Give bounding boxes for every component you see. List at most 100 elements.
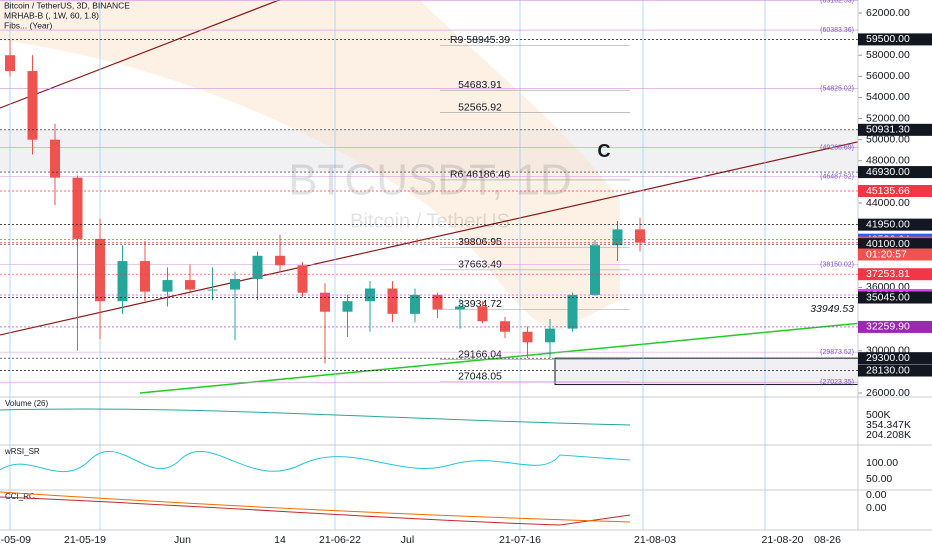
fib-label: R6 46186.46 — [450, 169, 510, 181]
side-label: (54825.02) — [820, 86, 854, 93]
price-box — [858, 123, 932, 136]
x-tick-label: 14 — [274, 534, 286, 546]
side-label: (38150.02) — [820, 262, 854, 269]
price-box — [858, 218, 932, 231]
x-tick-label: 08-26 — [814, 534, 841, 546]
indicator — [0, 408, 631, 426]
x-tick-label: 21-08-20 — [761, 534, 803, 546]
price-box — [858, 238, 932, 251]
candle-body — [342, 301, 353, 312]
candle-body — [185, 280, 195, 290]
panel-label: 0.00 — [866, 489, 887, 501]
x-tick-label: Jul — [401, 534, 414, 546]
header: MRHAB-B (, 1W, 60, 1.8) — [4, 10, 99, 20]
price-label: 41950.00 — [866, 218, 910, 230]
candle-body — [590, 245, 600, 295]
side-label: (63162.53) — [820, 0, 854, 5]
candle-body — [27, 71, 38, 140]
y-tick-label: 52000.00 — [866, 112, 910, 124]
candle-body — [275, 255, 285, 266]
y-tick-label: 44000.00 — [866, 197, 910, 209]
cloud — [0, 0, 620, 330]
price-box — [858, 185, 932, 198]
panel-label: 50.00 — [866, 473, 892, 485]
y-tick-label: 58000.00 — [866, 49, 910, 61]
y-tick-label: 56000.00 — [866, 70, 910, 82]
panel-label: 354.347K — [866, 419, 911, 431]
side-label: (49266.69) — [820, 144, 854, 151]
side-label: (60383.36) — [820, 27, 854, 34]
fib-label: 33934.72 — [458, 298, 502, 310]
candle-body — [297, 265, 308, 293]
side-label: (46487.52) — [820, 174, 854, 181]
wave-label: C — [598, 141, 611, 161]
panel-title: wRSI_SR — [4, 447, 40, 456]
box — [554, 357, 859, 386]
price-label: 59500.00 — [866, 33, 910, 45]
candle-body — [117, 261, 128, 302]
panel-title: Volume (26) — [5, 399, 48, 408]
trend-line — [0, 141, 859, 336]
fib-label: 29166.04 — [458, 348, 502, 360]
candle-body — [95, 238, 105, 302]
candle-body — [162, 280, 173, 292]
price-box — [858, 291, 932, 304]
candle-body — [387, 288, 398, 314]
candle-body — [50, 139, 60, 178]
x-tick-label: 21-05-09 — [0, 534, 31, 546]
candle-body — [477, 306, 488, 322]
header: Fibs... (Year) — [4, 20, 53, 30]
fib-label: 52565.92 — [458, 101, 502, 113]
y-tick-label: 26000.00 — [866, 387, 910, 399]
price-label: 50931.30 — [866, 124, 910, 136]
fib-label: 39806.95 — [458, 236, 502, 248]
price-label: 45135.66 — [866, 185, 910, 197]
candle-body — [432, 294, 443, 310]
side-label: (27023.35) — [820, 379, 854, 386]
candle-body — [612, 229, 623, 246]
candle-body — [545, 328, 555, 343]
trend-line — [139, 322, 859, 394]
fib-label: 54683.91 — [458, 79, 502, 91]
countdown: 01:20:57 — [866, 248, 907, 260]
indicator — [0, 496, 631, 526]
price-box — [858, 248, 932, 261]
fib-label: 27048.05 — [458, 371, 502, 383]
candle-body — [72, 177, 83, 239]
panel-label: 100.00 — [866, 457, 898, 469]
x-tick-label: Jun — [174, 534, 191, 546]
y-tick-label: 62000.00 — [866, 7, 910, 19]
fib-label: R9 58945.39 — [450, 34, 510, 46]
price-label: 28130.00 — [866, 364, 910, 376]
y-tick-label: 54000.00 — [866, 91, 910, 103]
indicator — [0, 491, 631, 523]
y-tick-label: 48000.00 — [866, 155, 910, 167]
candle-body — [410, 294, 420, 314]
candle-body — [567, 294, 578, 329]
price-label: 37253.81 — [866, 268, 910, 280]
candle-body — [320, 292, 330, 312]
note-label: 33949.53 — [810, 303, 854, 315]
x-tick-label: 21-05-19 — [64, 534, 106, 546]
price-box — [858, 166, 932, 179]
panel-title: CCI_RC — [5, 492, 35, 501]
candle-body — [140, 261, 150, 292]
candle-body — [5, 55, 15, 72]
candle-body — [207, 289, 218, 291]
x-tick-label: 21-08-03 — [634, 534, 676, 546]
panel-label: 204.208K — [866, 429, 911, 441]
panel-label: 0.00 — [866, 502, 887, 514]
candle-body — [522, 331, 533, 343]
price-box — [858, 320, 932, 333]
indicator — [0, 450, 631, 472]
x-tick-label: 21-06-22 — [319, 534, 361, 546]
candle-body — [252, 255, 263, 279]
price-box — [858, 33, 932, 46]
side-label: (29873.52) — [820, 349, 854, 356]
price-box — [858, 352, 932, 365]
price-label: 32259.90 — [866, 321, 910, 333]
candle-body — [635, 229, 645, 243]
price-box — [858, 268, 932, 281]
candle-body — [500, 321, 510, 332]
